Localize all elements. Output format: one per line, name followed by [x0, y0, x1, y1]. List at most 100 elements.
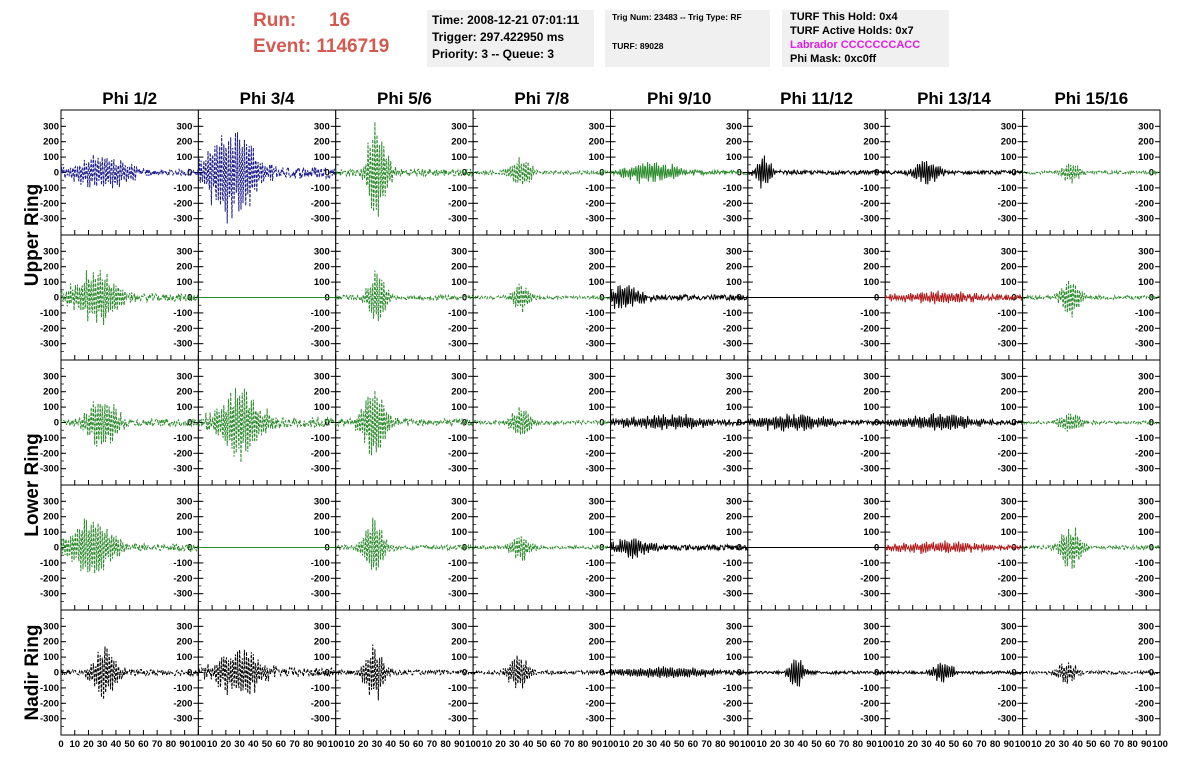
y-tick-label: 300	[43, 621, 59, 632]
y-tick-label: -100	[585, 558, 604, 569]
y-tick-label: 100	[314, 277, 330, 288]
x-tick-label: 60	[138, 739, 149, 750]
y-tick-label: 100	[314, 527, 330, 538]
y-tick-label: -100	[173, 558, 192, 569]
y-tick-label: 0	[54, 418, 59, 429]
y-tick-label: -200	[585, 573, 604, 584]
y-tick-label: -100	[723, 683, 742, 694]
y-tick-label: 200	[451, 262, 467, 273]
y-tick-label: 200	[451, 387, 467, 398]
y-tick-label: 100	[589, 652, 605, 663]
y-tick-label: 200	[451, 512, 467, 523]
waveform-trace	[610, 413, 749, 431]
y-tick-label: 300	[1138, 121, 1154, 132]
y-tick-label: -100	[860, 558, 879, 569]
y-tick-label: 200	[863, 262, 879, 273]
y-tick-label: -200	[40, 448, 59, 459]
waveform-trace	[472, 406, 611, 435]
y-tick-label: 0	[54, 668, 59, 679]
y-tick-label: -300	[585, 339, 604, 350]
y-tick-label: 100	[43, 152, 59, 163]
y-tick-label: -200	[173, 198, 192, 209]
x-tick-label: 90	[179, 739, 190, 750]
y-tick-label: -200	[1135, 198, 1154, 209]
x-tick-label: 70	[564, 739, 575, 750]
y-tick-label: -200	[585, 448, 604, 459]
y-tick-label: 100	[451, 277, 467, 288]
y-tick-label: -100	[860, 183, 879, 194]
x-tick-label: 20	[907, 739, 918, 750]
y-tick-label: 100	[863, 152, 879, 163]
y-tick-label: -200	[860, 198, 879, 209]
y-tick-label: -200	[173, 448, 192, 459]
y-tick-label: 300	[863, 371, 879, 382]
y-tick-label: -200	[585, 198, 604, 209]
y-tick-label: -200	[173, 323, 192, 334]
y-tick-label: 300	[451, 371, 467, 382]
y-tick-label: -100	[448, 183, 467, 194]
y-tick-label: 100	[863, 527, 879, 538]
waveform-trace	[60, 269, 199, 326]
waveform-trace	[884, 161, 1023, 185]
y-tick-label: -200	[173, 573, 192, 584]
y-tick-label: 200	[177, 137, 193, 148]
y-tick-label: -300	[40, 464, 59, 475]
y-tick-label: 300	[863, 621, 879, 632]
y-tick-label: -100	[311, 683, 330, 694]
time-text: Time: 2008-12-21 07:01:11	[432, 13, 580, 27]
x-tick-label: 10	[1031, 739, 1042, 750]
waveform-trace	[472, 157, 611, 185]
y-tick-label: 100	[1001, 152, 1017, 163]
y-tick-label: 100	[451, 527, 467, 538]
x-tick-label: 40	[935, 739, 946, 750]
y-tick-label: 300	[177, 246, 193, 257]
y-tick-label: -200	[1135, 698, 1154, 709]
y-tick-label: 300	[726, 121, 742, 132]
y-tick-label: -100	[1135, 183, 1154, 194]
y-tick-label: 100	[863, 277, 879, 288]
y-tick-label: 0	[324, 168, 329, 179]
y-tick-label: 200	[451, 637, 467, 648]
y-tick-label: 300	[451, 121, 467, 132]
waveform-trace	[197, 649, 337, 696]
y-tick-label: 100	[863, 652, 879, 663]
x-tick-label: 20	[221, 739, 232, 750]
x-tick-label: 60	[413, 739, 424, 750]
y-tick-label: 200	[177, 262, 193, 273]
column-title: Phi 11/12	[780, 89, 853, 108]
trig-num-text: Trig Num: 23483 -- Trig Type: RF	[612, 12, 742, 22]
waveform-trace	[335, 644, 474, 701]
run-value: 16	[329, 10, 351, 31]
x-tick-label: 10	[894, 739, 905, 750]
x-tick-label: 80	[166, 739, 177, 750]
y-tick-label: 200	[314, 262, 330, 273]
y-tick-label: -300	[1135, 214, 1154, 225]
y-tick-label: -200	[585, 698, 604, 709]
y-tick-label: -300	[448, 464, 467, 475]
y-tick-label: 300	[1001, 121, 1017, 132]
ring-label: Upper Ring	[22, 184, 43, 286]
y-tick-label: 200	[1138, 137, 1154, 148]
y-tick-label: 100	[177, 652, 193, 663]
y-tick-label: 200	[589, 262, 605, 273]
y-tick-label: -300	[311, 714, 330, 725]
y-tick-label: -200	[998, 573, 1017, 584]
x-tick-label: 30	[97, 739, 108, 750]
x-tick-label: 10	[207, 739, 218, 750]
y-tick-label: 100	[726, 402, 742, 413]
x-tick-label: 80	[303, 739, 314, 750]
waveform-trace	[747, 659, 886, 687]
event-label: Event:	[253, 36, 312, 57]
y-tick-label: 200	[43, 262, 59, 273]
y-tick-label: 100	[589, 527, 605, 538]
